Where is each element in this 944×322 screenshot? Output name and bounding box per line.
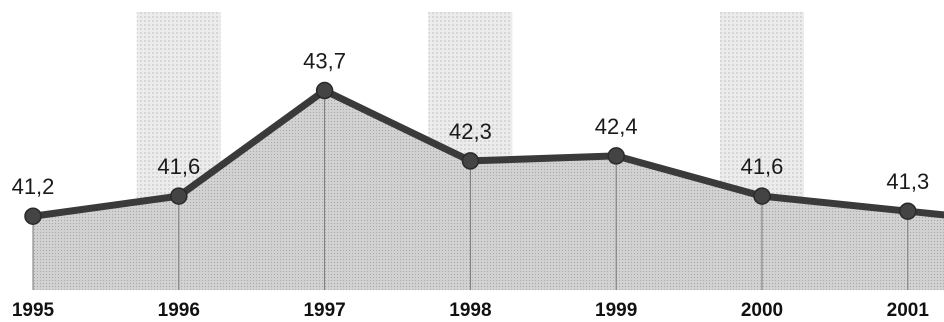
data-label-1997: 43,7: [303, 49, 346, 74]
point-marker-1998: [461, 152, 480, 170]
data-label-1998: 42,3: [449, 119, 492, 144]
x-tick-label-2000: 2000: [741, 300, 783, 321]
x-axis-ticks: 1995 1996 1997 1998 1999 2000 2001: [12, 300, 930, 321]
point-marker-1995: [24, 207, 42, 225]
data-label-2000: 41,6: [741, 154, 784, 179]
point-marker-1997: [315, 81, 334, 100]
data-labels: 41,2 41,6 43,7 42,3 42,4 41,6 41,3: [12, 49, 930, 200]
x-tick-label-2001: 2001: [887, 300, 930, 321]
data-label-1995: 41,2: [12, 174, 55, 199]
x-tick-label-1999: 1999: [595, 300, 637, 321]
x-tick-label-1995: 1995: [12, 300, 55, 321]
point-marker-2001: [899, 202, 917, 220]
data-label-1999: 42,4: [595, 114, 638, 139]
point-marker-1996: [170, 187, 188, 205]
point-marker-1999: [607, 147, 625, 165]
x-tick-label-1998: 1998: [449, 300, 491, 321]
x-tick-label-1996: 1996: [158, 300, 200, 321]
x-tick-label-1997: 1997: [303, 300, 345, 321]
data-label-2001: 41,3: [886, 169, 929, 194]
data-label-1996: 41,6: [157, 154, 200, 179]
point-markers: [24, 81, 917, 225]
point-marker-2000: [753, 187, 771, 205]
shaded-columns: [136, 12, 804, 290]
drop-lines: [32, 90, 909, 290]
series-line: [29, 87, 944, 220]
